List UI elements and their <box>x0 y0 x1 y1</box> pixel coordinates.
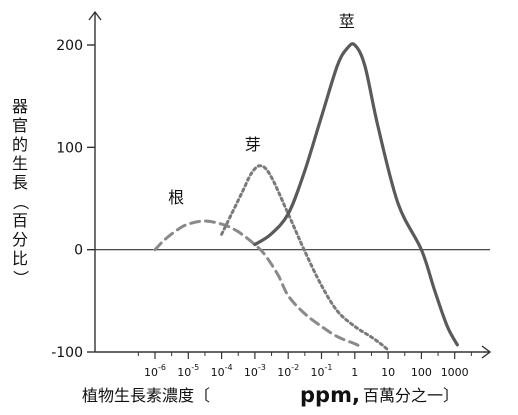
series-line-0 <box>153 219 363 349</box>
x-axis-label-unit: ppm, <box>300 383 360 407</box>
series: 根 芽 莖 <box>153 12 459 352</box>
x-tick-label: 1000 <box>441 366 469 379</box>
y-axis-label-char: （ <box>11 194 30 210</box>
y-axis-label-char: 百 <box>12 211 28 230</box>
y-axis-label-char: 生 <box>12 154 28 173</box>
series-line-2 <box>253 42 459 347</box>
x-tick-label: 10-3 <box>244 363 266 379</box>
y-axis-label-char: ） <box>11 270 30 286</box>
y-tick-label: 0 <box>74 243 83 259</box>
series-line-1 <box>220 164 390 352</box>
y-tick-label: 100 <box>56 140 83 156</box>
y-tick-label: -100 <box>51 345 83 361</box>
y-axis-arrow <box>88 10 102 21</box>
series-label-2: 莖 <box>339 12 355 31</box>
series-label-1: 芽 <box>245 135 261 154</box>
y-axis-label-char: 官 <box>12 116 28 135</box>
y-axis-label-char: 分 <box>12 230 28 249</box>
ticks: -100 0 100 200 10-6 10-5 10-4 10-3 10-2 10-1 1 10 10… <box>51 38 472 379</box>
x-tick-label: 10-4 <box>211 363 233 379</box>
x-axis-label-main: 植物生長素濃度〔 <box>82 386 210 405</box>
series-label-0: 根 <box>168 188 184 207</box>
x-tick-label: 10-6 <box>144 363 166 379</box>
y-axis-label-char: 長 <box>12 173 28 192</box>
x-tick-label: 10-1 <box>311 363 333 379</box>
x-tick-label: 100 <box>411 366 432 379</box>
y-tick-label: 200 <box>56 38 83 54</box>
x-tick-label: 1 <box>351 366 358 379</box>
x-tick-label: 10 <box>381 366 395 379</box>
x-tick-label: 10-2 <box>277 363 299 379</box>
x-axis-label-tail: 百萬分之一〕 <box>363 386 459 405</box>
x-tick-label: 10-5 <box>177 363 199 379</box>
axes <box>88 10 492 359</box>
x-axis-arrow <box>481 345 492 359</box>
y-axis-label-char: 比 <box>12 249 28 268</box>
y-axis-label-char: 器 <box>12 97 28 116</box>
y-axis-label-char: 的 <box>12 135 28 154</box>
